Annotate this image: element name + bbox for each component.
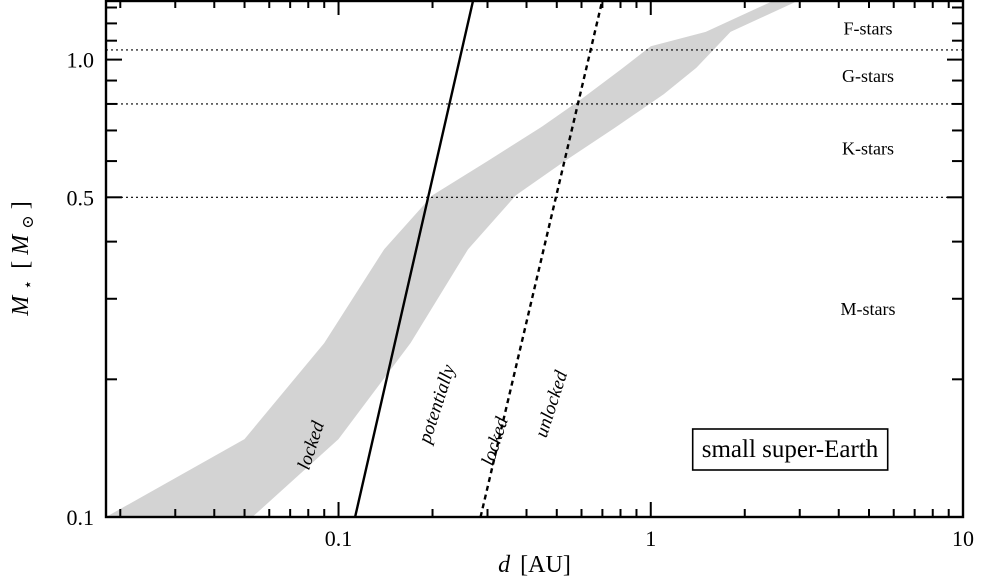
stellar-class-label: G-stars [842, 66, 894, 86]
region-label: unlocked [531, 368, 572, 440]
legend-box [691, 428, 889, 471]
unlocked-boundary-line [479, 0, 604, 517]
y-tick-label: 0.1 [67, 505, 95, 530]
legend: small super-Earth [691, 428, 889, 471]
tick-layer [106, 0, 964, 518]
region-label: locked [478, 414, 513, 468]
stellar-class-label: F-stars [844, 18, 893, 38]
x-axis-label: d [AU] [498, 552, 571, 577]
tidal-lock-lines-layer [353, 0, 604, 517]
stellar-class-label: M-stars [841, 299, 896, 319]
y-tick-label: 1.0 [67, 48, 95, 73]
locked-boundary-line [353, 0, 475, 517]
region-label: potentially [414, 362, 460, 448]
y-axis-label: M ⋆ [ M ⊙ ] [8, 201, 39, 316]
x-tick-label: 0.1 [325, 526, 353, 551]
y-tick-label: 0.5 [67, 185, 95, 210]
x-tick-label: 10 [952, 526, 974, 551]
stellar-class-label: K-stars [842, 138, 894, 158]
x-tick-label: 1 [645, 526, 656, 551]
plot-frame-layer [104, 0, 965, 519]
habitable-zone-band [106, 0, 800, 517]
legend-text: small super-Earth [702, 436, 879, 463]
plot-frame [104, 0, 965, 519]
habitable-zone-layer [106, 0, 800, 517]
